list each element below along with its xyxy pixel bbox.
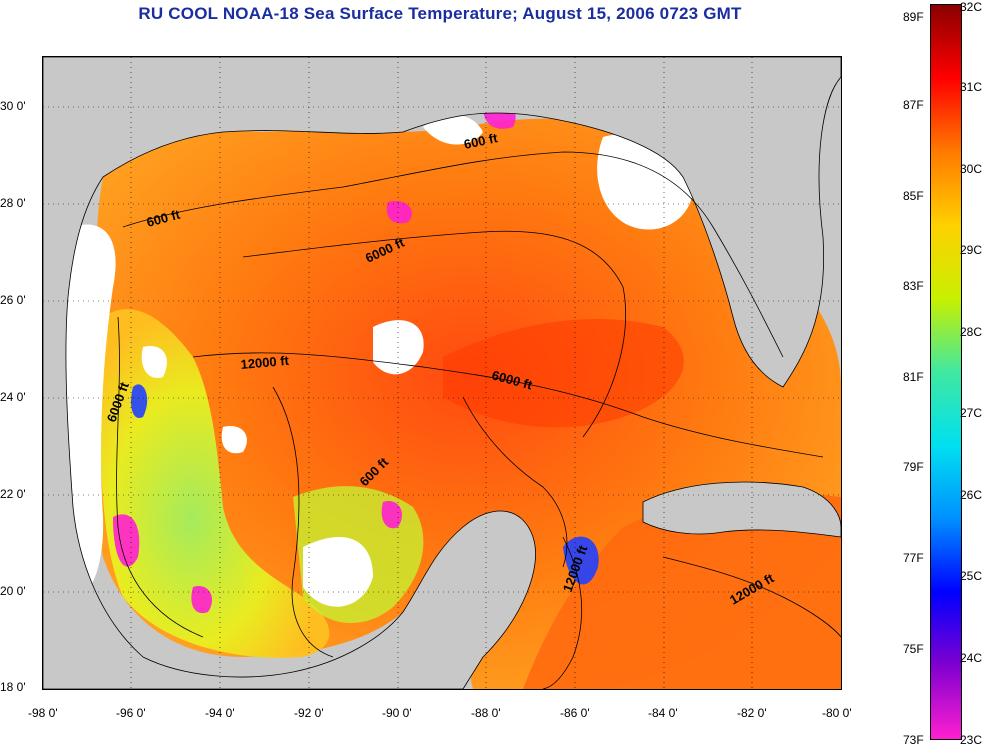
colorbar-celsius-label: 23C [960, 733, 983, 747]
lat-tick: 22 0' [0, 487, 26, 501]
colorbar [930, 4, 962, 740]
land [43, 57, 841, 689]
colorbar-celsius-label: 28C [960, 325, 983, 339]
colorbar-gradient [931, 5, 961, 739]
lon-tick: -90 0' [382, 706, 412, 720]
lon-tick: -98 0' [28, 706, 58, 720]
sst-map: 600 ft 600 ft 6000 ft 12000 ft 6000 ft 6… [42, 56, 842, 690]
colorbar-celsius-label: 24C [960, 651, 983, 665]
colorbar-celsius-label: 31C [960, 80, 983, 94]
colorbar-fahrenheit-label: 87F [903, 98, 924, 112]
colorbar-fahrenheit-label: 85F [903, 189, 924, 203]
western-shelf-cool [100, 309, 330, 658]
lat-tick: 28 0' [0, 196, 26, 210]
lat-tick: 26 0' [0, 293, 26, 307]
lat-tick: 20 0' [0, 584, 26, 598]
lat-tick: 24 0' [0, 390, 26, 404]
lon-tick: -82 0' [737, 706, 767, 720]
colorbar-fahrenheit-label: 73F [903, 733, 924, 747]
lon-tick: -80 0' [822, 706, 852, 720]
contour-label: 12000 ft [240, 353, 290, 372]
lon-tick: -84 0' [648, 706, 678, 720]
lon-tick: -96 0' [116, 706, 146, 720]
map-title: RU COOL NOAA-18 Sea Surface Temperature;… [138, 4, 742, 23]
lat-tick: 18 0' [0, 680, 26, 694]
lon-tick: -94 0' [205, 706, 235, 720]
graticule [43, 57, 841, 689]
loop-current-core [443, 318, 684, 428]
colorbar-celsius-label: 29C [960, 243, 983, 257]
colorbar-fahrenheit-label: 75F [903, 642, 924, 656]
colorbar-fahrenheit-label: 81F [903, 370, 924, 384]
bathymetry-contours [116, 151, 841, 689]
lon-tick: -88 0' [471, 706, 501, 720]
lon-tick: -92 0' [294, 706, 324, 720]
colorbar-celsius-label: 27C [960, 406, 983, 420]
colorbar-fahrenheit-label: 89F [903, 10, 924, 24]
colorbar-celsius-label: 30C [960, 162, 983, 176]
colorbar-celsius-label: 32C [960, 0, 983, 14]
lon-tick: -86 0' [560, 706, 590, 720]
colorbar-fahrenheit-label: 79F [903, 460, 924, 474]
caribbean-warm [523, 493, 841, 689]
lat-tick: 30 0' [0, 99, 26, 113]
colorbar-celsius-label: 26C [960, 488, 983, 502]
colorbar-celsius-label: 25C [960, 569, 983, 583]
colorbar-fahrenheit-label: 83F [903, 279, 924, 293]
colorbar-fahrenheit-label: 77F [903, 551, 924, 565]
contour-label: 600 ft [463, 130, 500, 152]
